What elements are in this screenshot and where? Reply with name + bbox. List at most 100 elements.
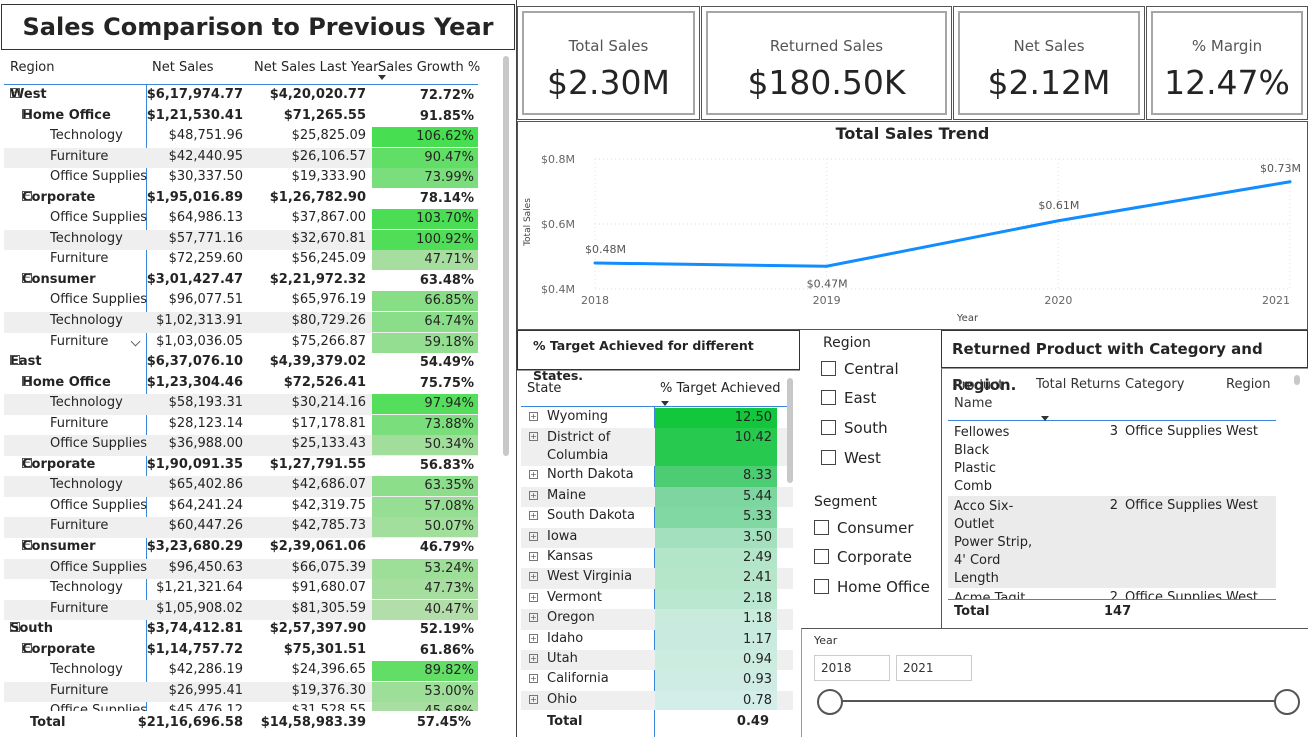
- region-option-east[interactable]: East: [821, 389, 876, 411]
- collapse-icon[interactable]: −: [10, 355, 20, 366]
- header-sales-growth[interactable]: Sales Growth %: [378, 60, 481, 75]
- sort-descending-icon[interactable]: [661, 401, 669, 406]
- returns-row[interactable]: Fellowes Black Plastic Comb Bindings3Off…: [948, 422, 1276, 512]
- matrix-group-row[interactable]: − East $6,37,076.10 $4,39,379.02 54.49%: [4, 353, 478, 374]
- year-slider-start-handle[interactable]: [817, 689, 843, 715]
- header-total-returns[interactable]: Total Returns: [1036, 377, 1121, 392]
- matrix-group-row[interactable]: − South $3,74,412.81 $2,57,397.90 52.19%: [4, 620, 478, 641]
- expand-icon[interactable]: +: [529, 572, 538, 582]
- matrix-scrollbar[interactable]: [503, 56, 509, 456]
- target-row[interactable]: + North Dakota 8.33: [521, 466, 793, 487]
- year-slider-end-handle[interactable]: [1274, 689, 1300, 715]
- header-net-sales-last-year[interactable]: Net Sales Last Year: [254, 60, 379, 75]
- sort-descending-icon[interactable]: [1041, 416, 1049, 421]
- target-row[interactable]: + Maine 5.44: [521, 486, 793, 508]
- expand-icon[interactable]: +: [529, 490, 538, 500]
- y-tick-label: $0.8M: [541, 153, 575, 166]
- kpi-card-total-sales: Total Sales $2.30M: [517, 6, 700, 120]
- checkbox-icon[interactable]: [814, 579, 829, 594]
- region-option-south[interactable]: South: [821, 419, 888, 441]
- target-row[interactable]: + Vermont 2.18: [521, 588, 793, 610]
- expand-icon[interactable]: +: [529, 613, 538, 623]
- kpi-card-frame: Total Sales $2.30M: [522, 11, 695, 115]
- header-region[interactable]: Region: [10, 60, 55, 75]
- checkbox-icon[interactable]: [814, 549, 829, 564]
- expand-icon[interactable]: +: [529, 432, 538, 442]
- net-sales-cell: $1,14,757.72: [146, 641, 243, 657]
- collapse-icon[interactable]: −: [10, 622, 20, 633]
- target-row[interactable]: + Wyoming 12.50: [521, 408, 793, 429]
- target-table-title: % Target Achieved for different States.: [517, 330, 800, 383]
- option-label: Central: [844, 360, 899, 378]
- checkbox-icon[interactable]: [821, 361, 836, 376]
- sort-descending-icon[interactable]: [378, 75, 386, 80]
- returns-row[interactable]: Acco Six-Outlet Power Strip, 4' Cord Len…: [948, 496, 1276, 588]
- option-label: West: [844, 449, 881, 467]
- collapse-icon[interactable]: −: [10, 88, 20, 98]
- matrix-group-row[interactable]: − Consumer $3,01,427.47 $2,21,972.32 63.48%: [4, 271, 478, 292]
- matrix-group-row[interactable]: − Corporate $1,95,016.89 $1,26,782.90 78.14%: [4, 189, 478, 210]
- checkbox-icon[interactable]: [814, 520, 829, 535]
- matrix-group-row[interactable]: − Home Office $1,21,530.41 $71,265.55 91.85%: [4, 107, 478, 128]
- collapse-icon[interactable]: −: [22, 108, 32, 119]
- checkbox-icon[interactable]: [821, 390, 836, 405]
- segment-option-corporate[interactable]: Corporate: [814, 548, 912, 570]
- matrix-group-row[interactable]: − Home Office $1,23,304.46 $72,526.41 75.75%: [4, 374, 478, 395]
- target-row[interactable]: + Idaho 1.17: [521, 629, 793, 650]
- region-option-central[interactable]: Central: [821, 360, 899, 382]
- matrix-group-row[interactable]: − Corporate $1,90,091.35 $1,27,791.55 56.83%: [4, 456, 478, 477]
- header-region[interactable]: Region: [1226, 377, 1271, 392]
- expand-icon[interactable]: +: [529, 694, 538, 704]
- matrix-group-row[interactable]: − Corporate $1,14,757.72 $75,301.51 61.86%: [4, 641, 478, 662]
- returns-scrollbar[interactable]: [1294, 375, 1300, 385]
- header-category[interactable]: Category: [1125, 377, 1185, 392]
- target-row[interactable]: + California 0.93: [521, 670, 793, 691]
- checkbox-icon[interactable]: [821, 450, 836, 465]
- collapse-icon[interactable]: −: [22, 457, 32, 468]
- checkbox-icon[interactable]: [821, 420, 836, 435]
- header-state[interactable]: State: [527, 381, 562, 396]
- expand-icon[interactable]: +: [529, 592, 538, 602]
- year-to-input[interactable]: 2021: [896, 655, 972, 681]
- header-net-sales[interactable]: Net Sales: [152, 60, 214, 75]
- target-row[interactable]: + Ohio 0.78: [521, 690, 793, 710]
- expand-icon[interactable]: +: [529, 653, 538, 663]
- segment-option-home-office[interactable]: Home Office: [814, 578, 930, 600]
- target-scrollbar[interactable]: [787, 378, 793, 483]
- net-sales-cell: $65,402.86: [168, 477, 243, 493]
- expand-icon[interactable]: +: [529, 633, 538, 643]
- collapse-icon[interactable]: −: [22, 272, 32, 283]
- expand-icon[interactable]: +: [529, 674, 538, 684]
- region-option-west[interactable]: West: [821, 449, 881, 471]
- expand-icon[interactable]: +: [529, 412, 538, 421]
- expand-icon[interactable]: +: [529, 511, 538, 521]
- target-row[interactable]: + District of Columbia 10.42: [521, 428, 793, 467]
- year-from-input[interactable]: 2018: [814, 655, 890, 681]
- target-row[interactable]: + Oregon 1.18: [521, 609, 793, 630]
- segment-option-consumer[interactable]: Consumer: [814, 519, 914, 541]
- sales-growth-cell: 89.82%: [372, 661, 478, 682]
- header-product-name[interactable]: Product Name: [954, 378, 1004, 411]
- target-row[interactable]: + West Virginia 2.41: [521, 568, 793, 589]
- kpi-card-returned-sales: Returned Sales $180.50K: [701, 6, 952, 120]
- collapse-icon[interactable]: −: [22, 375, 32, 386]
- header-target-achieved[interactable]: % Target Achieved: [660, 381, 781, 396]
- expand-icon[interactable]: +: [529, 551, 538, 561]
- target-row[interactable]: + Utah 0.94: [521, 649, 793, 671]
- sales-growth-cell: 103.70%: [372, 209, 478, 230]
- returns-row[interactable]: Acme Tagit 2 Office Supplies West: [948, 588, 1276, 599]
- matrix-group-row[interactable]: − West $6,17,974.77 $4,20,020.77 72.72%: [4, 86, 478, 107]
- target-row[interactable]: + Kansas 2.49: [521, 547, 793, 569]
- target-row[interactable]: + Iowa 3.50: [521, 527, 793, 548]
- year-slider-track[interactable]: [830, 700, 1288, 702]
- expand-icon[interactable]: +: [529, 531, 538, 541]
- net-sales-cell: $1,90,091.35: [146, 456, 243, 472]
- expand-icon[interactable]: +: [529, 470, 538, 480]
- collapse-icon[interactable]: −: [22, 540, 32, 551]
- net-sales-ly-cell: $81,305.59: [291, 600, 366, 616]
- matrix-group-row[interactable]: − Consumer $3,23,680.29 $2,39,061.06 46.79%: [4, 538, 478, 559]
- data-label: $0.48M: [585, 243, 626, 256]
- collapse-icon[interactable]: −: [22, 190, 32, 201]
- collapse-icon[interactable]: −: [22, 642, 32, 653]
- target-row[interactable]: + South Dakota 5.33: [521, 507, 793, 528]
